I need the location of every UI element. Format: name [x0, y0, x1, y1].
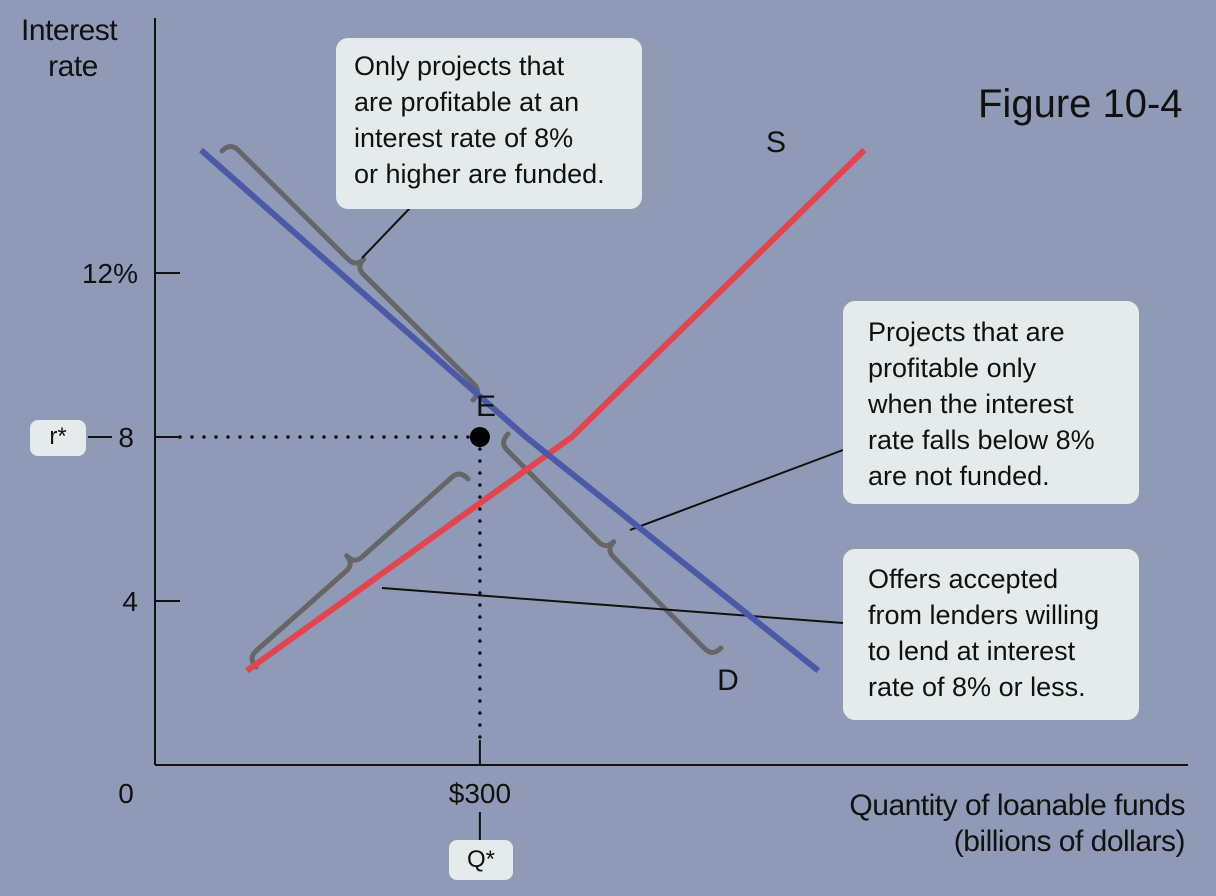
brace-supply-below-path	[249, 471, 471, 670]
leader-unfunded	[629, 449, 844, 531]
callout-funded-projects: Only projects that are profitable at an …	[336, 38, 642, 209]
y-tick-label: 4	[122, 586, 138, 617]
figure-title: Figure 10-4	[978, 82, 1183, 126]
y-axis-title: Interest rate	[21, 14, 125, 83]
supply-curve-label: S	[766, 126, 786, 159]
brace-supply-below	[249, 471, 471, 670]
callout-unfunded-projects: Projects that are profitable only when t…	[843, 301, 1139, 504]
r-star-label: r*	[30, 420, 86, 456]
x-axis-title-line1: Quantity of loanable funds	[849, 789, 1185, 822]
series-d-line	[199, 147, 821, 674]
callout-accepted-offers: Offers accepted from lenders willing to …	[843, 549, 1139, 720]
x-tick-label: $300	[449, 778, 511, 809]
brace-demand-above	[219, 144, 480, 403]
demand-curve-label: D	[717, 664, 739, 697]
brace-demand-above-path	[219, 144, 480, 403]
x-axis-title-line2: (billions of dollars)	[954, 825, 1185, 858]
equilibrium-label: E	[476, 390, 496, 423]
leader-accepted	[381, 587, 844, 624]
leader-funded	[361, 207, 411, 259]
origin-label: 0	[118, 778, 134, 809]
y-tick-label: 12%	[82, 258, 138, 289]
equilibrium-point	[469, 427, 490, 447]
brace-demand-below	[501, 431, 724, 655]
series-s-line	[245, 147, 867, 674]
brace-demand-below-path	[501, 431, 724, 655]
q-star-label: Q*	[449, 840, 513, 880]
y-tick-label: 8	[118, 422, 134, 453]
